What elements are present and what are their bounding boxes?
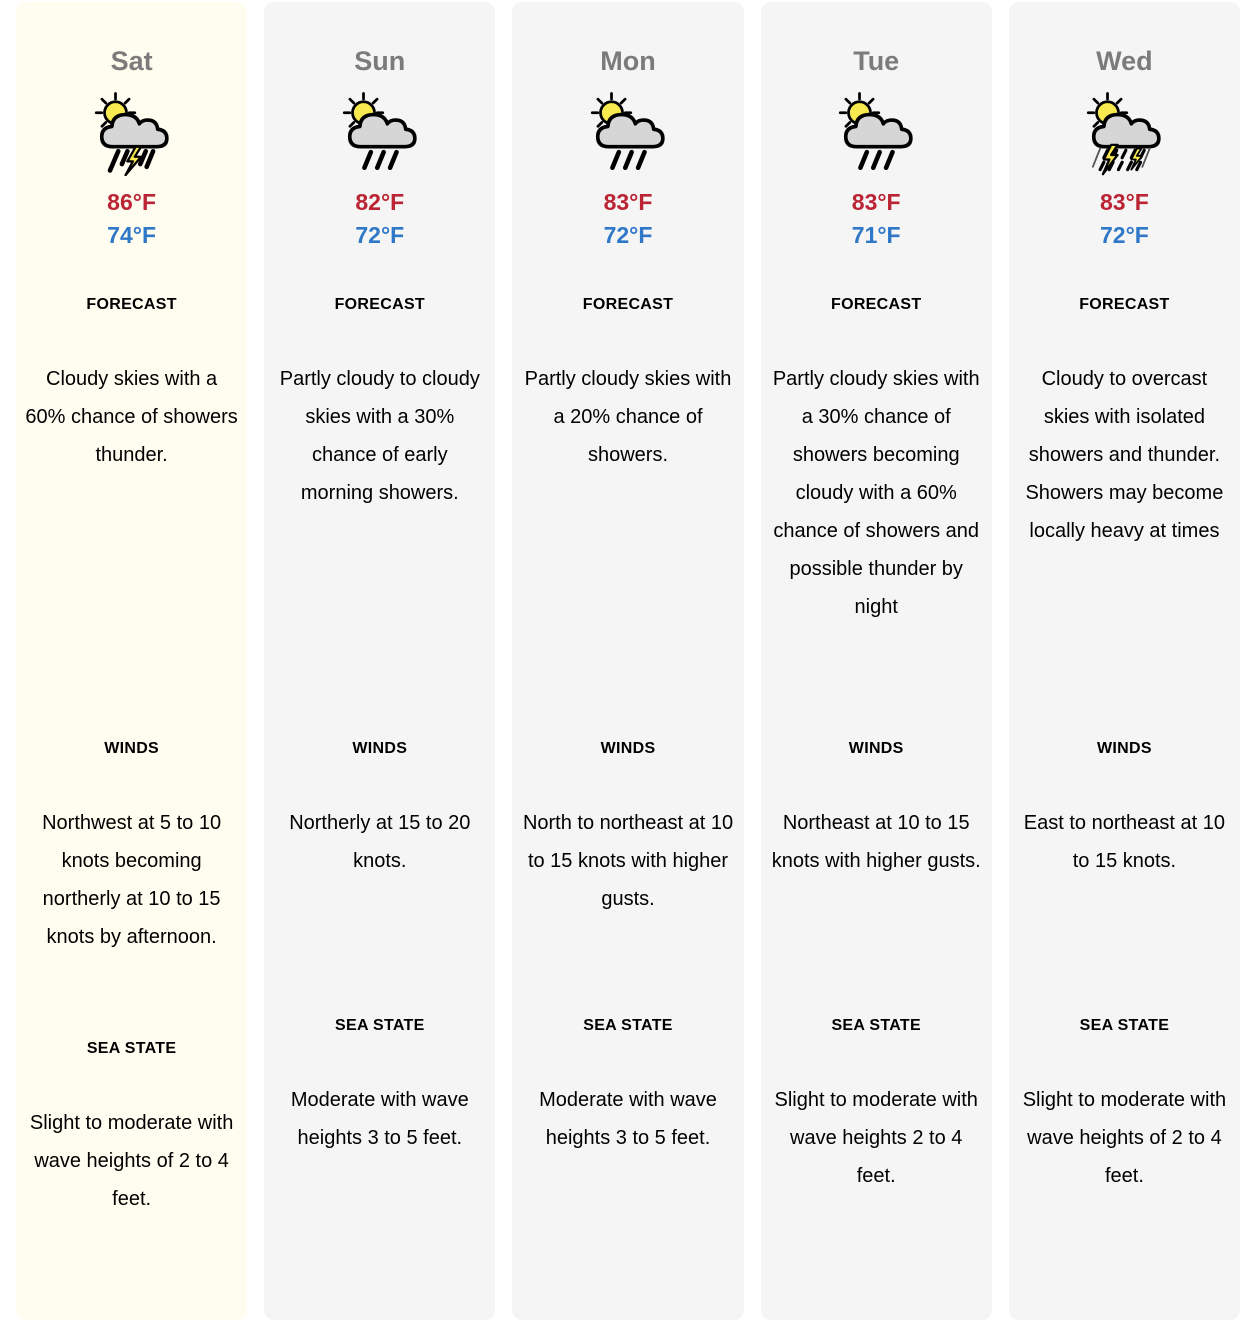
low-temperature: 74°F [107,222,157,248]
winds-text: Northerly at 15 to 20 knots. [289,812,471,872]
sun-thunder-showers-icon [88,88,176,176]
winds-section: WINDS Northerly at 15 to 20 knots. [273,740,486,1017]
sea-state-text: Slight to moderate with wave heights of … [1022,1089,1227,1187]
forecast-section: FORECAST Partly cloudy to cloudy skies w… [273,296,486,740]
winds-section-label: WINDS [848,740,904,757]
winds-section: WINDS North to northeast at 10 to 15 kno… [521,740,734,1017]
day-label: Mon [600,46,656,76]
temperatures: 86°F 74°F [25,186,238,252]
winds-section-label: WINDS [1097,740,1152,757]
forecast-day-card-tue[interactable]: Tue 83°F 71°F FORECAST Partly cloudy ski… [760,2,992,1320]
sea-state-text: Slight to moderate with wave heights of … [29,1112,234,1210]
sea-state-text: Slight to moderate with wave heights 2 t… [774,1089,978,1187]
temperatures: 83°F 72°F [521,186,734,252]
sun-showers-icon [336,88,424,176]
forecast-day-card-wed[interactable]: Wed 83°F 72°F FORECAST Cloudy to overcas… [1008,2,1241,1320]
forecast-section: FORECAST Partly cloudy skies with a 20% … [521,296,734,740]
day-label: Sun [354,46,406,76]
forecast-day-card-mon[interactable]: Mon 83°F 72°F FORECAST Partly cloudy ski… [512,2,744,1320]
high-temperature: 83°F [851,189,901,215]
sea-state-section-label: SEA STATE [583,1017,673,1034]
high-temperature: 83°F [1099,189,1149,215]
low-temperature: 72°F [355,222,405,248]
high-temperature: 86°F [107,189,157,215]
sea-state-section: SEA STATE Slight to moderate with wave h… [770,1017,983,1296]
winds-section: WINDS Northeast at 10 to 15 knots with h… [770,740,983,1017]
forecast-day-card-sun[interactable]: Sun 82°F 72°F FORECAST Partly cloudy to … [264,2,496,1320]
sun-showers-icon [584,88,672,176]
temperatures: 83°F 71°F [770,186,983,252]
forecast-section-label: FORECAST [86,296,177,313]
sea-state-section-label: SEA STATE [1079,1017,1170,1034]
sea-state-section: SEA STATE Slight to moderate with wave h… [25,1040,238,1296]
sun-showers-icon [832,88,920,176]
high-temperature: 82°F [355,189,405,215]
winds-section-label: WINDS [104,740,160,757]
forecast-section: FORECAST Cloudy skies with a 60% chance … [25,296,238,740]
sea-state-section-label: SEA STATE [831,1017,921,1034]
sun-heavy-thunderstorm-icon [1080,88,1168,176]
forecast-section: FORECAST Cloudy to overcast skies with i… [1018,296,1231,740]
low-temperature: 72°F [1099,222,1149,248]
forecast-text: Partly cloudy skies with a 20% chance of… [524,368,732,466]
winds-section: WINDS East to northeast at 10 to 15 knot… [1018,740,1231,1017]
sea-state-text: Moderate with wave heights 3 to 5 feet. [539,1089,717,1149]
sea-state-text: Moderate with wave heights 3 to 5 feet. [290,1089,469,1149]
forecast-day-card-sat[interactable]: Sat 86°F 74°F FORECAST Cloudy skies with… [16,2,248,1320]
high-temperature: 83°F [603,189,653,215]
winds-section: WINDS Northwest at 5 to 10 knots becomin… [25,740,238,1040]
winds-text: North to northeast at 10 to 15 knots wit… [522,812,734,910]
forecast-section-label: FORECAST [1079,296,1170,313]
winds-section-label: WINDS [600,740,656,757]
day-label: Tue [853,46,900,76]
low-temperature: 72°F [603,222,653,248]
day-label: Sat [110,46,153,76]
sea-state-section-label: SEA STATE [335,1017,425,1034]
forecast-text: Partly cloudy skies with a 30% chance of… [772,368,980,618]
forecast-section-label: FORECAST [831,296,922,313]
sea-state-section: SEA STATE Slight to moderate with wave h… [1018,1017,1231,1296]
forecast-section-label: FORECAST [334,296,425,313]
winds-section-label: WINDS [352,740,408,757]
day-label: Wed [1096,46,1153,76]
temperatures: 83°F 72°F [1018,186,1231,252]
sea-state-section: SEA STATE Moderate with wave heights 3 t… [273,1017,486,1296]
winds-text: Northeast at 10 to 15 knots with higher … [771,812,981,872]
forecast-section-label: FORECAST [582,296,674,313]
low-temperature: 71°F [851,222,901,248]
temperatures: 82°F 72°F [273,186,486,252]
forecast-text: Cloudy to overcast skies with isolated s… [1025,368,1224,542]
sea-state-section: SEA STATE Moderate with wave heights 3 t… [521,1017,734,1296]
forecast-section: FORECAST Partly cloudy skies with a 30% … [770,296,983,740]
forecast-text: Cloudy skies with a 60% chance of shower… [25,368,238,466]
winds-text: Northwest at 5 to 10 knots becoming nort… [42,812,222,948]
forecast-text: Partly cloudy to cloudy skies with a 30%… [279,368,480,504]
sea-state-section-label: SEA STATE [86,1040,177,1057]
winds-text: East to northeast at 10 to 15 knots. [1023,812,1226,872]
